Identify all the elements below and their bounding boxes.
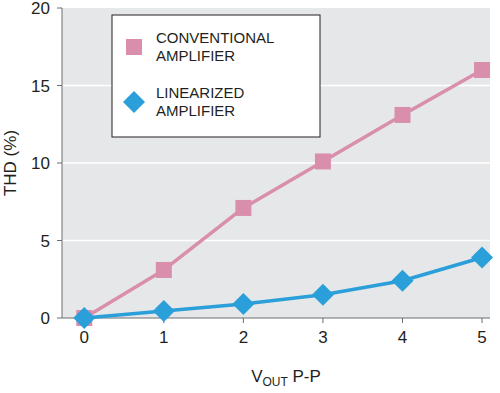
x-axis-label-part: V	[251, 367, 263, 386]
legend-label: CONVENTIONALAMPLIFIER	[156, 29, 274, 64]
legend: CONVENTIONALAMPLIFIERLINEARIZEDAMPLIFIER	[112, 15, 320, 137]
x-axis-label: VOUT P-P	[251, 367, 321, 389]
series-marker	[156, 262, 172, 278]
series-marker	[73, 307, 95, 329]
y-tick	[57, 85, 62, 86]
plot-background	[62, 8, 490, 318]
y-tick	[57, 240, 62, 241]
y-tick-label: 5	[41, 232, 50, 251]
y-tick	[57, 8, 62, 9]
x-tick	[243, 318, 244, 323]
series-marker	[232, 293, 254, 315]
series-marker	[235, 200, 251, 216]
series-marker	[391, 270, 413, 292]
legend-label-line: AMPLIFIER	[156, 47, 235, 64]
x-tick-label: 0	[80, 328, 89, 347]
series-line	[84, 258, 482, 318]
y-tick-label: 20	[31, 0, 50, 18]
legend-marker	[123, 91, 145, 113]
x-tick-label: 3	[318, 328, 327, 347]
y-tick-label: 0	[41, 309, 50, 328]
series-marker	[474, 62, 490, 78]
x-tick	[402, 318, 403, 323]
x-tick	[482, 318, 483, 323]
grid-line	[62, 162, 490, 164]
chart-svg: 0 5 10 15 20 0 1 2 3 4 5 THD (%) VOUT P-P CONVENTIONA…	[0, 0, 500, 393]
legend-label-line: AMPLIFIER	[156, 102, 235, 119]
x-tick-label: 4	[398, 328, 407, 347]
y-tick	[57, 163, 62, 164]
series-marker	[394, 107, 410, 123]
legend-label: LINEARIZEDAMPLIFIER	[156, 84, 245, 119]
grid-line	[62, 240, 490, 242]
chart-container: 0 5 10 15 20 0 1 2 3 4 5 THD (%) VOUT P-P CONVENTIONA…	[0, 0, 500, 393]
series-marker	[471, 247, 493, 269]
x-axis-label-part: P-P	[288, 367, 321, 386]
x-tick-label: 5	[477, 328, 486, 347]
legend-marker	[126, 39, 142, 55]
x-axis-label-subscript: OUT	[262, 375, 288, 389]
legend-label-line: CONVENTIONAL	[156, 29, 274, 46]
y-axis-label: THD (%)	[1, 130, 20, 196]
x-tick-label: 1	[159, 328, 168, 347]
series-marker	[315, 153, 331, 169]
legend-box	[112, 15, 320, 137]
x-axis-line	[62, 318, 490, 319]
y-tick	[57, 318, 62, 319]
x-tick	[322, 318, 323, 323]
x-tick-label: 2	[239, 328, 248, 347]
series-marker	[312, 284, 334, 306]
series-marker	[153, 300, 175, 322]
y-tick-label: 10	[31, 154, 50, 173]
legend-label-line: LINEARIZED	[156, 84, 245, 101]
y-tick-label: 15	[31, 77, 50, 96]
